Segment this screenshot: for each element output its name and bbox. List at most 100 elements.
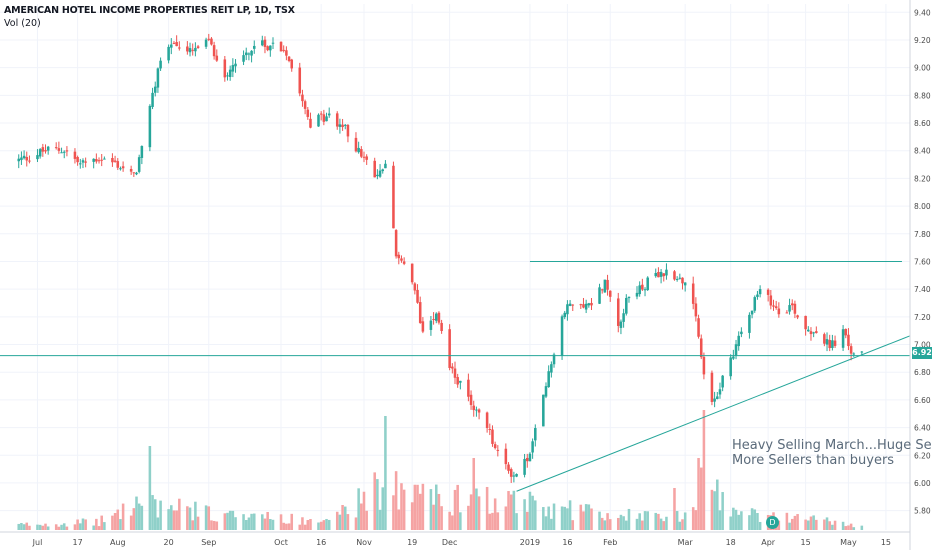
volume-bar (493, 498, 497, 530)
volume-bar (231, 510, 235, 530)
volume-bar (756, 512, 759, 530)
candle-body (54, 147, 58, 149)
volume-bar (416, 484, 419, 530)
volume-bar (434, 484, 438, 530)
drawing-overlays[interactable] (0, 260, 911, 492)
volume-bar (95, 518, 98, 530)
candle-body (360, 149, 363, 157)
candle-body (269, 45, 272, 51)
candle-body (242, 55, 245, 62)
volume-bar (73, 524, 77, 530)
candle-body (587, 303, 591, 306)
volume-bar (504, 506, 508, 530)
candle-body (97, 160, 101, 162)
candle-body (119, 168, 122, 170)
volume-bar (515, 513, 518, 530)
candle-body (774, 306, 778, 308)
y-tick-label: 6.20 (914, 451, 931, 460)
volume-bar (844, 526, 848, 530)
volume-bar (298, 524, 302, 530)
x-tick-label: 2019 (520, 538, 540, 547)
volume-bar (266, 511, 269, 530)
candle-body (729, 357, 732, 377)
volume-bar (132, 508, 136, 530)
y-tick-label: 7.00 (914, 341, 931, 350)
volume-bar (860, 525, 864, 530)
candle-body (566, 304, 569, 315)
x-tick-label: Nov (356, 538, 372, 547)
candle-body (429, 320, 433, 330)
candle-body (223, 59, 227, 78)
volume-bar (60, 524, 63, 530)
candle-body (381, 169, 385, 172)
volume-bar (137, 503, 141, 530)
candle-body (769, 295, 773, 306)
volume-bar (525, 511, 529, 530)
volume-bar (392, 495, 395, 530)
candle-body (515, 473, 518, 477)
dividend-marker-icon[interactable]: D (766, 516, 779, 529)
candle-body (402, 261, 406, 264)
candle-body (400, 258, 403, 261)
volume-bar (544, 516, 548, 530)
volume-bar (528, 491, 532, 530)
x-tick-label: 19 (407, 538, 417, 547)
volume-bar (301, 517, 304, 530)
x-tick-label: 18 (726, 538, 736, 547)
support-trendline-extension (901, 335, 911, 340)
chart-title: AMERICAN HOTEL INCOME PROPERTIES REIT LP… (4, 5, 295, 16)
volume-bar (815, 519, 818, 530)
x-tick-label: 20 (164, 538, 174, 547)
volume-bar (566, 508, 569, 530)
candle-body (309, 118, 312, 128)
candle-body (673, 271, 676, 280)
candle-body (507, 464, 510, 471)
candle-body (456, 377, 459, 385)
volume-bar (306, 520, 310, 530)
volume-bar (582, 511, 585, 530)
candle-body (346, 124, 350, 137)
volume-bar (432, 504, 435, 530)
volume-bar (17, 523, 21, 530)
volume-bar (153, 499, 157, 530)
candle-body (186, 46, 189, 52)
volume-bar (373, 472, 376, 530)
volume-bar (683, 512, 687, 530)
candle-body (825, 339, 829, 345)
x-tick-label: 16 (316, 538, 326, 547)
candle-body (681, 277, 684, 284)
volume-bar (627, 508, 631, 530)
candle-body (140, 146, 144, 158)
volume-bar (491, 512, 494, 530)
volume-bar (290, 513, 294, 530)
annotation-text-line-2[interactable]: More Sellers than buyers (732, 453, 895, 468)
candle-body (758, 289, 762, 295)
volume-bar (252, 513, 256, 530)
volume-bar (121, 503, 125, 530)
x-tick-label: Apr (761, 538, 776, 547)
candle-body (477, 409, 481, 413)
candle-body (750, 310, 754, 315)
candle-body (451, 366, 454, 369)
volume-bar (140, 505, 144, 530)
candle-body (41, 147, 45, 152)
candle-body (616, 298, 620, 326)
candle-body (793, 303, 797, 314)
candle-body (844, 329, 848, 336)
volume-bar (57, 526, 61, 530)
candle-body (828, 339, 831, 349)
candle-body (432, 318, 435, 320)
y-tick-label: 5.80 (914, 507, 931, 516)
candle-body (772, 305, 775, 307)
candle-body (608, 290, 612, 297)
candle-body (60, 152, 63, 154)
volume-bar (603, 520, 607, 530)
annotation-text-line-1[interactable]: Heavy Selling March...Huge Sellin (732, 438, 932, 453)
volume-bar (212, 520, 216, 530)
volume-bar (459, 512, 462, 530)
candle-body (646, 277, 649, 290)
candle-body (544, 386, 548, 397)
volume-bar (777, 520, 781, 530)
candle-body (325, 116, 328, 122)
